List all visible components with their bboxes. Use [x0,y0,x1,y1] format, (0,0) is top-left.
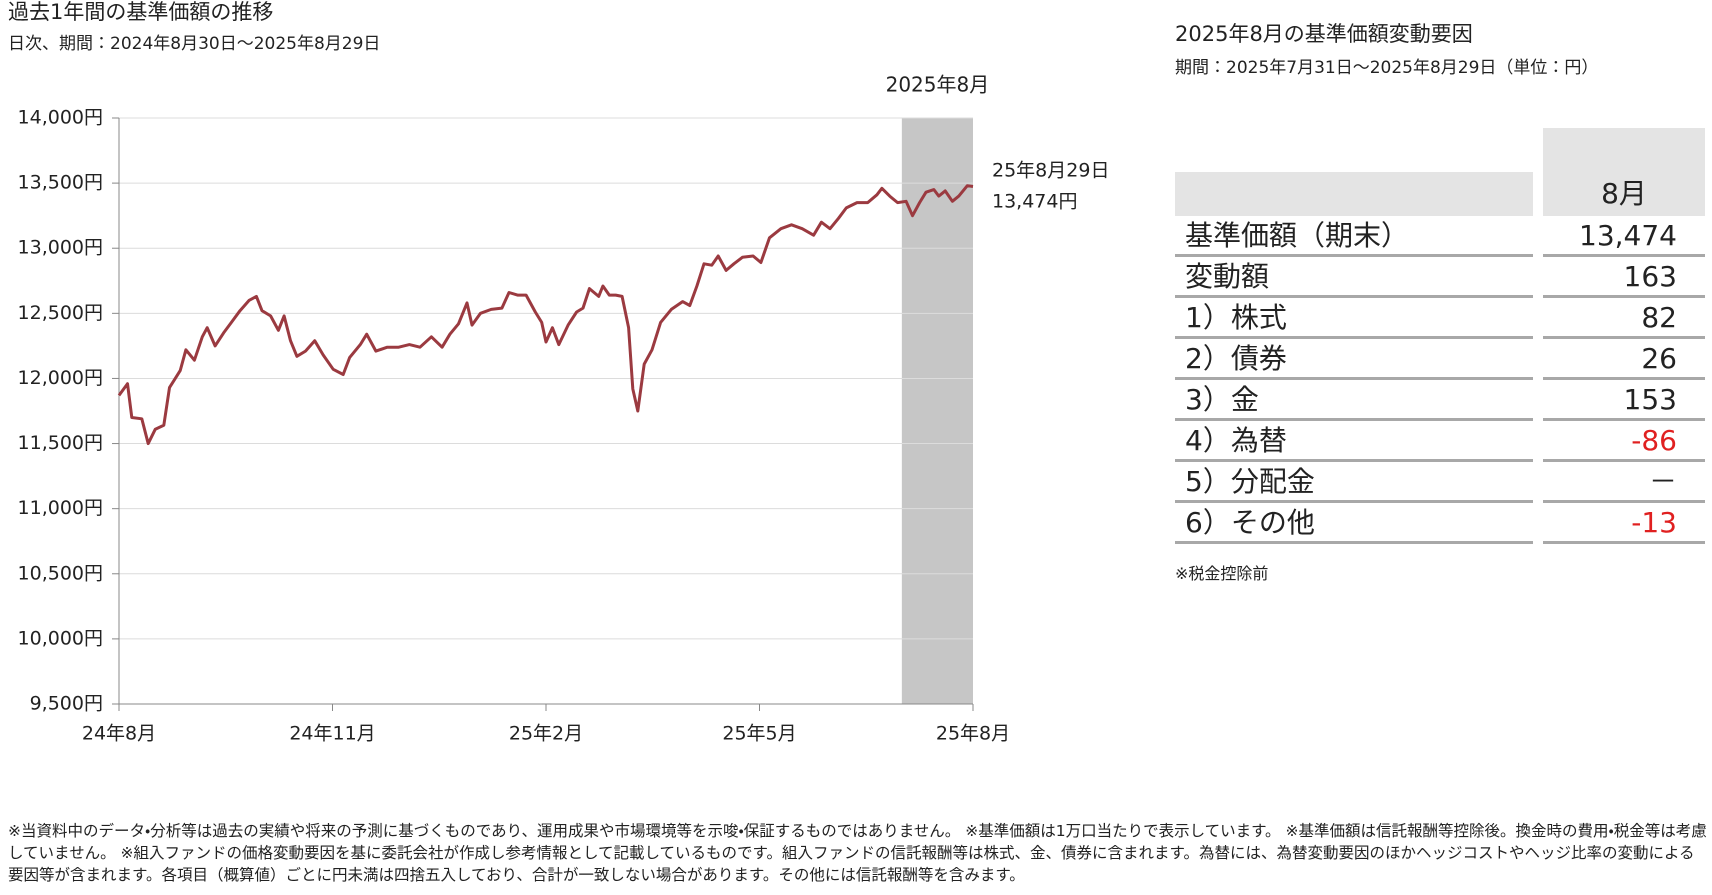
y-tick-label: 12,500円 [18,302,103,324]
chart: 過去1年間の基準価額の推移 日次、期間：2024年8月30日～2025年8月29… [8,0,1109,745]
y-tick-label: 13,500円 [18,172,103,194]
header: 8月 [1543,128,1705,216]
end-date: 25年8月29日 [992,160,1109,182]
row-value: 163 [1543,257,1705,298]
highlight-label: 2025年8月 [886,73,990,97]
row-label: 3）金 [1175,380,1533,421]
footnote: ※当資料中のデータ・分析等は過去の実績や将来の予測に基づくものであり、運用成果や… [8,822,1707,884]
row-label: 6）その他 [1175,503,1533,544]
table-note: ※税金控除前 [1175,564,1269,583]
row-label: 2）債券 [1175,339,1533,380]
y-tick-label: 14,000円 [18,107,103,129]
header-blank [1175,172,1533,216]
row-value: 82 [1543,298,1705,339]
x-tick-label: 25年5月 [722,723,796,745]
end-value: 13,474円 [992,191,1077,213]
row-value: 26 [1543,339,1705,380]
y-tick-label: 12,000円 [18,367,103,389]
row-label: 4）為替 [1175,421,1533,462]
x-tick-label: 24年11月 [289,723,375,745]
y-tick-label: 13,000円 [18,237,103,259]
x-tick-label: 25年2月 [509,723,583,745]
row-label: 5）分配金 [1175,462,1533,503]
row-value: 153 [1543,380,1705,421]
table-subtitle: 期間：2025年7月31日～2025年8月29日（単位：円） [1175,58,1599,78]
chart-title: 過去1年間の基準価額の推移 [8,0,273,24]
row-value: 13,474 [1543,216,1705,257]
table-title: 2025年8月の基準価額変動要因 [1175,22,1473,46]
row-value: － [1543,462,1705,503]
price-line [117,184,974,446]
highlight-band [901,118,973,704]
x-tick-label: 25年8月 [936,723,1010,745]
y-tick-label: 10,000円 [18,627,103,649]
y-tick-label: 9,500円 [30,693,103,715]
y-tick-label: 11,500円 [18,432,103,454]
x-tick-label: 24年8月 [82,723,156,745]
y-tick-label: 10,500円 [18,562,103,584]
row-value: -13 [1543,503,1705,544]
row-value: -86 [1543,421,1705,462]
row-label: 変動額 [1175,257,1533,298]
row-label: 基準価額（期末） [1175,216,1533,257]
chart-subtitle: 日次、期間：2024年8月30日～2025年8月29日 [8,34,380,54]
y-tick-label: 11,000円 [18,497,103,519]
table: 8月 基準価額（期末） 13,474 変動額 163 1）株式 82 2）債券 26 3）金 153… [1175,128,1705,548]
row-label: 1）株式 [1175,298,1533,339]
